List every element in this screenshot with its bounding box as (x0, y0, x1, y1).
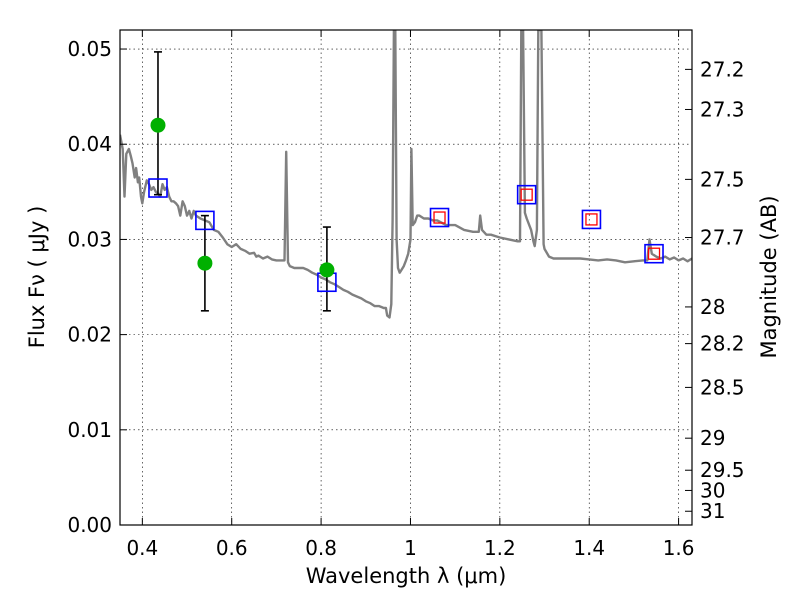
mag-tick-label: 27.5 (700, 167, 745, 191)
mag-tick-label: 29.5 (700, 458, 745, 482)
data-layer (120, 30, 692, 319)
model-photometry-point (195, 210, 215, 231)
y-tick-label: 0.05 (67, 37, 112, 61)
mag-tick-label: 27.7 (700, 226, 745, 250)
mag-tick-label: 29 (700, 426, 725, 450)
y-tick-label: 0.03 (67, 227, 112, 251)
x-tick-label: 0.8 (305, 536, 337, 560)
y2-axis-label: Magnitude (AB) (757, 195, 781, 358)
x-axis-label: Wavelength λ (μm) (306, 564, 507, 588)
y-tick-label: 0.04 (67, 132, 112, 156)
model-photometry-inner (433, 211, 446, 224)
grid (120, 30, 692, 526)
model-photometry-inner (585, 213, 598, 226)
observed-point (319, 262, 335, 278)
mag-tick-label: 31 (700, 499, 725, 523)
plot-frame (119, 29, 693, 526)
x-tick-label: 0.4 (126, 536, 158, 560)
mag-tick-label: 28.5 (700, 375, 745, 399)
model-photometry-point (429, 207, 450, 228)
observed-point (197, 255, 213, 271)
mag-tick-label: 30 (700, 478, 725, 502)
x-tick-label: 1.6 (663, 536, 695, 560)
mag-tick-label: 27.3 (700, 97, 745, 121)
mag-tick-label: 27.2 (700, 57, 745, 81)
x-tick-label: 1.4 (573, 536, 605, 560)
model-photometry-point (148, 178, 168, 198)
observed-point (150, 117, 166, 133)
model-photometry-inner (647, 247, 661, 260)
model-photometry-point (581, 209, 602, 230)
model-photometry-point (644, 243, 664, 264)
y-tick-label: 0.01 (67, 418, 112, 442)
x-tick-label: 1.2 (484, 536, 516, 560)
plot-area (120, 30, 692, 525)
model-photometry-point (516, 184, 537, 205)
x-tick-label: 1 (404, 536, 417, 560)
ticks: 0.4 0.6 0.8 1 1.2 1.4 1.6 0.00 0.01 0.02 0.03 0.04 0… (67, 30, 745, 560)
mag-tick-label: 28.2 (700, 332, 745, 356)
y-tick-label: 0.00 (67, 513, 112, 537)
y-tick-label: 0.02 (67, 323, 112, 347)
y-axis-label: Flux Fν ( μJy ) (25, 206, 49, 349)
mag-tick-label: 28 (700, 295, 725, 319)
model-spectrum-line (120, 30, 692, 319)
model-photometry-inner (520, 188, 533, 201)
x-tick-label: 0.6 (216, 536, 248, 560)
